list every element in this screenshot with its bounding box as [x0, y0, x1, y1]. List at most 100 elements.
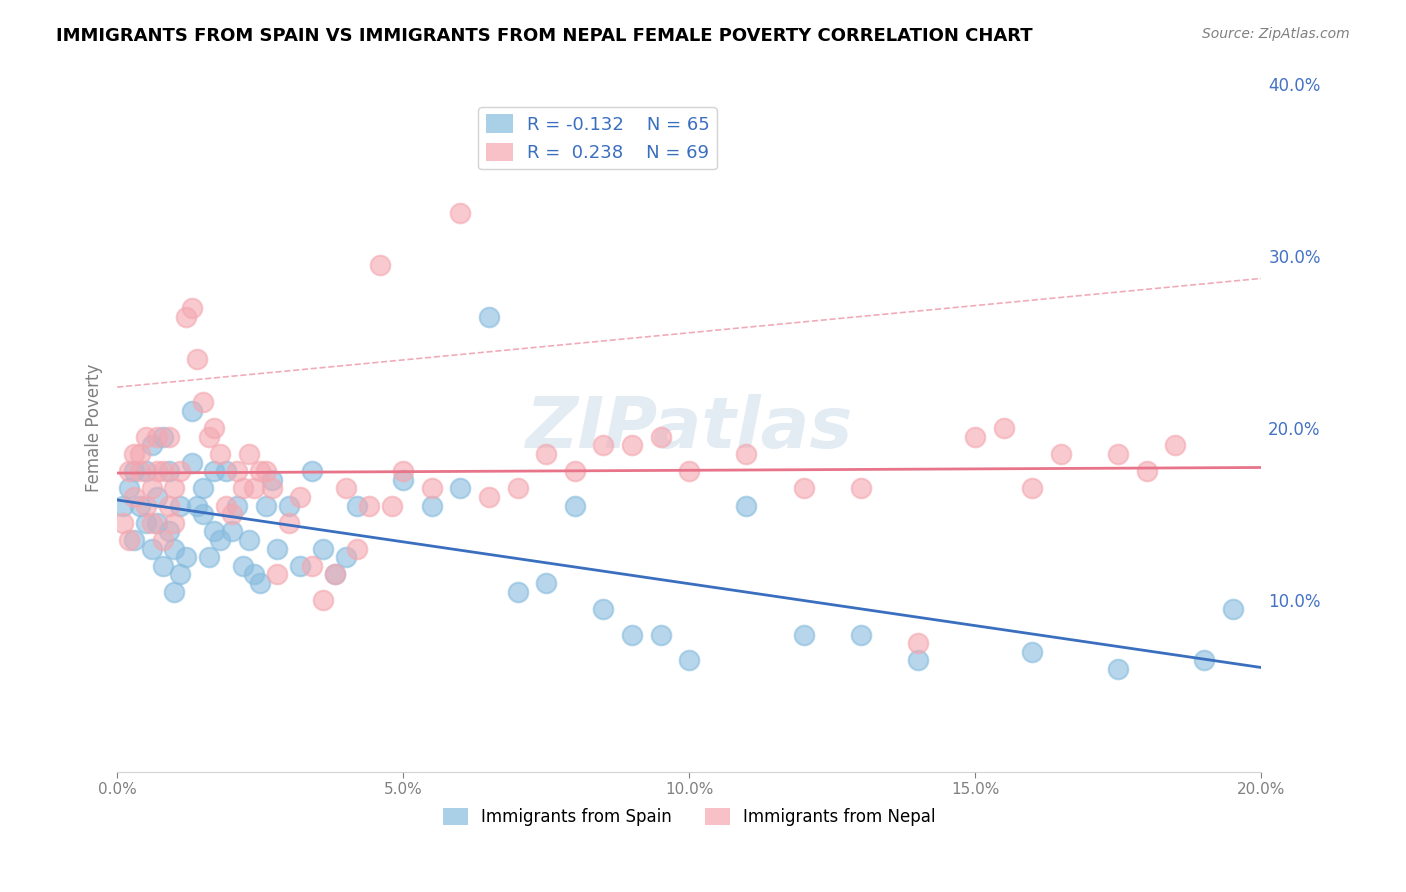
Point	[204, 524, 226, 539]
Point	[420, 482, 443, 496]
Point	[135, 430, 157, 444]
Point	[197, 430, 219, 444]
Point	[357, 499, 380, 513]
Point	[141, 541, 163, 556]
Point	[965, 430, 987, 444]
Point	[650, 627, 672, 641]
Point	[277, 499, 299, 513]
Point	[478, 310, 501, 324]
Point	[191, 482, 214, 496]
Point	[534, 576, 557, 591]
Point	[215, 499, 238, 513]
Point	[1107, 447, 1129, 461]
Point	[335, 550, 357, 565]
Point	[215, 464, 238, 478]
Point	[1050, 447, 1073, 461]
Point	[1021, 645, 1043, 659]
Point	[204, 464, 226, 478]
Point	[157, 430, 180, 444]
Point	[1107, 662, 1129, 676]
Point	[124, 490, 146, 504]
Point	[323, 567, 346, 582]
Point	[678, 464, 700, 478]
Point	[243, 567, 266, 582]
Point	[174, 310, 197, 324]
Point	[186, 499, 208, 513]
Point	[993, 421, 1015, 435]
Point	[564, 499, 586, 513]
Point	[506, 482, 529, 496]
Point	[301, 464, 323, 478]
Point	[124, 464, 146, 478]
Point	[157, 464, 180, 478]
Point	[678, 653, 700, 667]
Point	[152, 558, 174, 573]
Point	[124, 533, 146, 547]
Point	[129, 464, 152, 478]
Point	[180, 404, 202, 418]
Point	[793, 482, 815, 496]
Point	[420, 499, 443, 513]
Point	[232, 558, 254, 573]
Point	[111, 499, 134, 513]
Point	[478, 490, 501, 504]
Point	[157, 524, 180, 539]
Point	[392, 464, 415, 478]
Point	[735, 499, 758, 513]
Point	[381, 499, 404, 513]
Point	[146, 464, 169, 478]
Point	[221, 524, 243, 539]
Point	[266, 567, 288, 582]
Point	[232, 482, 254, 496]
Point	[1164, 438, 1187, 452]
Point	[169, 567, 191, 582]
Point	[152, 533, 174, 547]
Point	[793, 627, 815, 641]
Point	[907, 636, 929, 650]
Point	[117, 533, 139, 547]
Point	[650, 430, 672, 444]
Point	[564, 464, 586, 478]
Point	[204, 421, 226, 435]
Point	[129, 447, 152, 461]
Point	[186, 352, 208, 367]
Point	[180, 456, 202, 470]
Point	[346, 541, 368, 556]
Point	[290, 558, 312, 573]
Point	[266, 541, 288, 556]
Point	[180, 301, 202, 315]
Point	[191, 507, 214, 521]
Text: ZIPatlas: ZIPatlas	[526, 393, 853, 463]
Point	[191, 395, 214, 409]
Point	[392, 473, 415, 487]
Point	[141, 516, 163, 530]
Point	[135, 516, 157, 530]
Point	[141, 482, 163, 496]
Point	[621, 627, 644, 641]
Point	[221, 507, 243, 521]
Point	[849, 482, 872, 496]
Point	[449, 206, 471, 220]
Point	[146, 516, 169, 530]
Point	[152, 464, 174, 478]
Point	[135, 464, 157, 478]
Point	[534, 447, 557, 461]
Point	[146, 490, 169, 504]
Point	[312, 593, 335, 607]
Point	[1136, 464, 1159, 478]
Point	[592, 601, 614, 615]
Point	[621, 438, 644, 452]
Point	[335, 482, 357, 496]
Point	[146, 430, 169, 444]
Point	[260, 473, 283, 487]
Point	[135, 499, 157, 513]
Point	[163, 516, 186, 530]
Point	[249, 464, 271, 478]
Point	[157, 499, 180, 513]
Point	[592, 438, 614, 452]
Point	[735, 447, 758, 461]
Point	[506, 584, 529, 599]
Point	[226, 464, 249, 478]
Point	[141, 438, 163, 452]
Point	[238, 447, 260, 461]
